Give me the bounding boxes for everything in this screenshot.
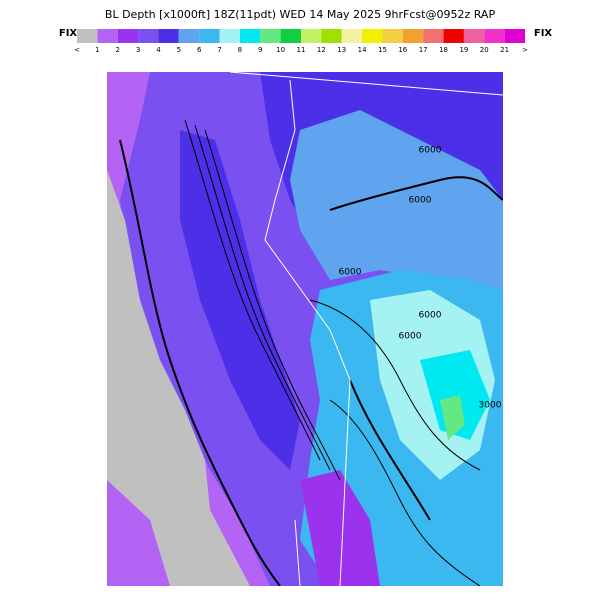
colorbar-label: 6 xyxy=(197,46,202,54)
ocean-zone xyxy=(107,170,250,586)
colorbar-swatch xyxy=(362,29,383,43)
colorbar-swatch xyxy=(321,29,342,43)
colorbar-swatch xyxy=(117,29,139,43)
colorbar-label: 8 xyxy=(238,46,242,54)
colorbar-label: 1 xyxy=(95,46,99,54)
colorbar-label: 20 xyxy=(480,46,489,54)
colorbar-swatch xyxy=(382,29,403,43)
colorbar-label: 11 xyxy=(297,46,306,54)
contour-label: 6000 xyxy=(419,146,442,156)
colorbar-label: 4 xyxy=(156,46,161,54)
contour-label: 6000 xyxy=(419,311,442,321)
colorbar-swatch xyxy=(443,29,464,43)
colorbar-label: < xyxy=(74,46,80,54)
colorbar-swatch xyxy=(97,29,118,43)
contour-label: 3000 xyxy=(479,401,502,411)
colorbar-label: 12 xyxy=(317,46,326,54)
colorbar-swatch xyxy=(402,29,424,43)
central-zone xyxy=(290,110,503,300)
colorbar-swatch xyxy=(463,29,485,43)
colorbar: <1 2 3 4 5 6 7 8 9 10 11 12 13 14 15 16 17 18 19 20 21 > xyxy=(74,29,528,54)
colorbar-swatch xyxy=(423,29,444,43)
colorbar-label: 5 xyxy=(177,46,181,54)
map: 6000 6000 6000 6000 6000 3000 xyxy=(107,72,503,586)
contour-label: 6000 xyxy=(339,268,362,278)
green-zone xyxy=(440,395,465,440)
colorbar-label: 3 xyxy=(136,46,140,54)
colorbar-swatch xyxy=(219,29,240,43)
colorbar-label: 18 xyxy=(439,46,448,54)
colorbar-swatch xyxy=(260,29,281,43)
colorbar-swatch xyxy=(280,29,301,43)
borders xyxy=(229,72,503,586)
valley-zone xyxy=(180,130,300,470)
colorbar-swatch xyxy=(158,29,179,43)
colorbar-label: 16 xyxy=(398,46,407,54)
colorbar-label: 17 xyxy=(419,46,428,54)
contours xyxy=(119,119,503,586)
colorbar-label: 13 xyxy=(337,46,346,54)
colorbar-label: 14 xyxy=(358,46,367,54)
colorbar-swatch xyxy=(484,29,505,43)
fix-left: FIX xyxy=(59,28,78,39)
contour-label: 6000 xyxy=(399,332,422,342)
ocean-patch xyxy=(107,480,170,586)
colorbar-label: 15 xyxy=(378,46,387,54)
colorbar-swatch xyxy=(341,29,363,43)
colorbar-label: 10 xyxy=(276,46,285,54)
south-zone xyxy=(300,470,380,586)
colorbar-label: 9 xyxy=(258,46,262,54)
colorbar-label: 19 xyxy=(459,46,468,54)
colorbar-swatch xyxy=(138,29,159,43)
colorbar-swatch xyxy=(239,29,261,43)
colorbar-label: 2 xyxy=(115,46,119,54)
cyan-zone xyxy=(420,350,490,440)
colorbar-label: > xyxy=(522,46,528,54)
colorbar-swatch xyxy=(77,29,98,43)
contour-labels: 6000 6000 6000 6000 6000 3000 xyxy=(339,146,502,411)
colorbar-label: 21 xyxy=(500,46,509,54)
title: BL Depth [x1000ft] 18Z(11pdt) WED 14 May… xyxy=(105,8,496,21)
colorbar-swatch xyxy=(178,29,200,43)
contour-label: 6000 xyxy=(409,196,432,206)
colorbar-swatch xyxy=(301,29,322,43)
fix-right: FIX xyxy=(534,28,553,39)
colorbar-swatch xyxy=(199,29,220,43)
colorbar-label: 7 xyxy=(217,46,221,54)
colorbar-swatch xyxy=(504,29,525,43)
